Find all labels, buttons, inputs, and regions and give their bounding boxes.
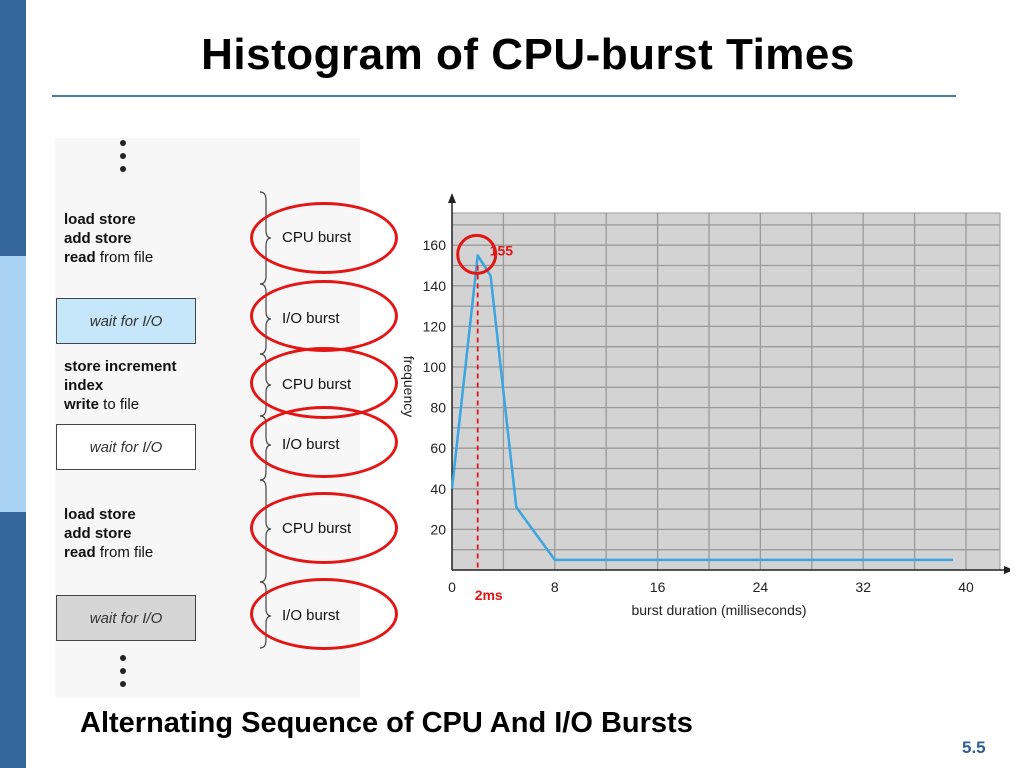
instruction-block-3: load store add store read from file [64, 505, 153, 562]
y-tick-label: 80 [430, 400, 446, 416]
annotation-155-label: 155 [490, 242, 514, 258]
wait-io-box-2: wait for I/O [56, 424, 196, 470]
page-number: 5.5 [962, 738, 986, 757]
slide-caption: Alternating Sequence of CPU And I/O Burs… [80, 707, 693, 739]
y-tick-label: 100 [423, 359, 447, 375]
instruction-line: read from file [64, 544, 154, 561]
plot-area [451, 212, 1001, 571]
highlight-oval-io-2 [250, 406, 398, 478]
burst-histogram-chart: 20 40 60 80 100 120 140 160 0 8 16 24 32 40 burst dura… [401, 193, 1010, 618]
instruction-line: add store [64, 525, 132, 542]
y-axis-arrow [448, 193, 456, 203]
y-tick-label: 160 [423, 237, 447, 253]
instruction-line: read from file [64, 249, 154, 266]
y-tick-label: 140 [423, 278, 447, 294]
wait-io-box-3: wait for I/O [56, 595, 196, 641]
annotation-2ms-label: 2ms [475, 587, 503, 603]
wait-io-box-1: wait for I/O [56, 298, 196, 344]
x-tick-label: 16 [650, 579, 666, 595]
x-tick-label: 32 [855, 579, 871, 595]
left-accent-band-bottom [0, 512, 26, 768]
highlight-oval-cpu-1 [250, 202, 398, 274]
x-tick-label: 8 [551, 579, 559, 595]
x-tick-label: 0 [448, 579, 456, 595]
y-axis-label: frequency [401, 356, 417, 417]
instruction-line: store increment [64, 358, 177, 375]
instruction-block-2: store increment index write to file [64, 357, 177, 414]
left-accent-band-top [0, 0, 26, 256]
y-tick-label: 120 [423, 318, 447, 334]
x-tick-label: 40 [958, 579, 974, 595]
ellipsis-dots-top [120, 140, 132, 179]
y-tick-label: 20 [430, 521, 446, 537]
highlight-oval-io-3 [250, 578, 398, 650]
y-tick-label: 40 [430, 481, 446, 497]
x-axis-arrow [1004, 566, 1010, 574]
instruction-line: index [64, 377, 104, 394]
instruction-block-1: load store add store read from file [64, 210, 153, 267]
left-accent-band-middle [0, 256, 26, 512]
ellipsis-dots-bottom [120, 655, 132, 694]
x-tick-label: 24 [753, 579, 769, 595]
slide-title: Histogram of CPU-burst Times [201, 30, 855, 79]
instruction-line: write to file [64, 396, 140, 413]
instruction-line: load store [64, 506, 136, 523]
peak-highlight-circle [456, 233, 498, 275]
instruction-line: add store [64, 230, 132, 247]
y-tick-label: 60 [430, 440, 446, 456]
series-line [450, 254, 954, 562]
instruction-line: load store [64, 211, 136, 228]
title-divider [52, 95, 956, 97]
highlight-oval-io-1 [250, 280, 398, 352]
x-axis-label: burst duration (milliseconds) [631, 602, 806, 618]
highlight-oval-cpu-3 [250, 492, 398, 564]
